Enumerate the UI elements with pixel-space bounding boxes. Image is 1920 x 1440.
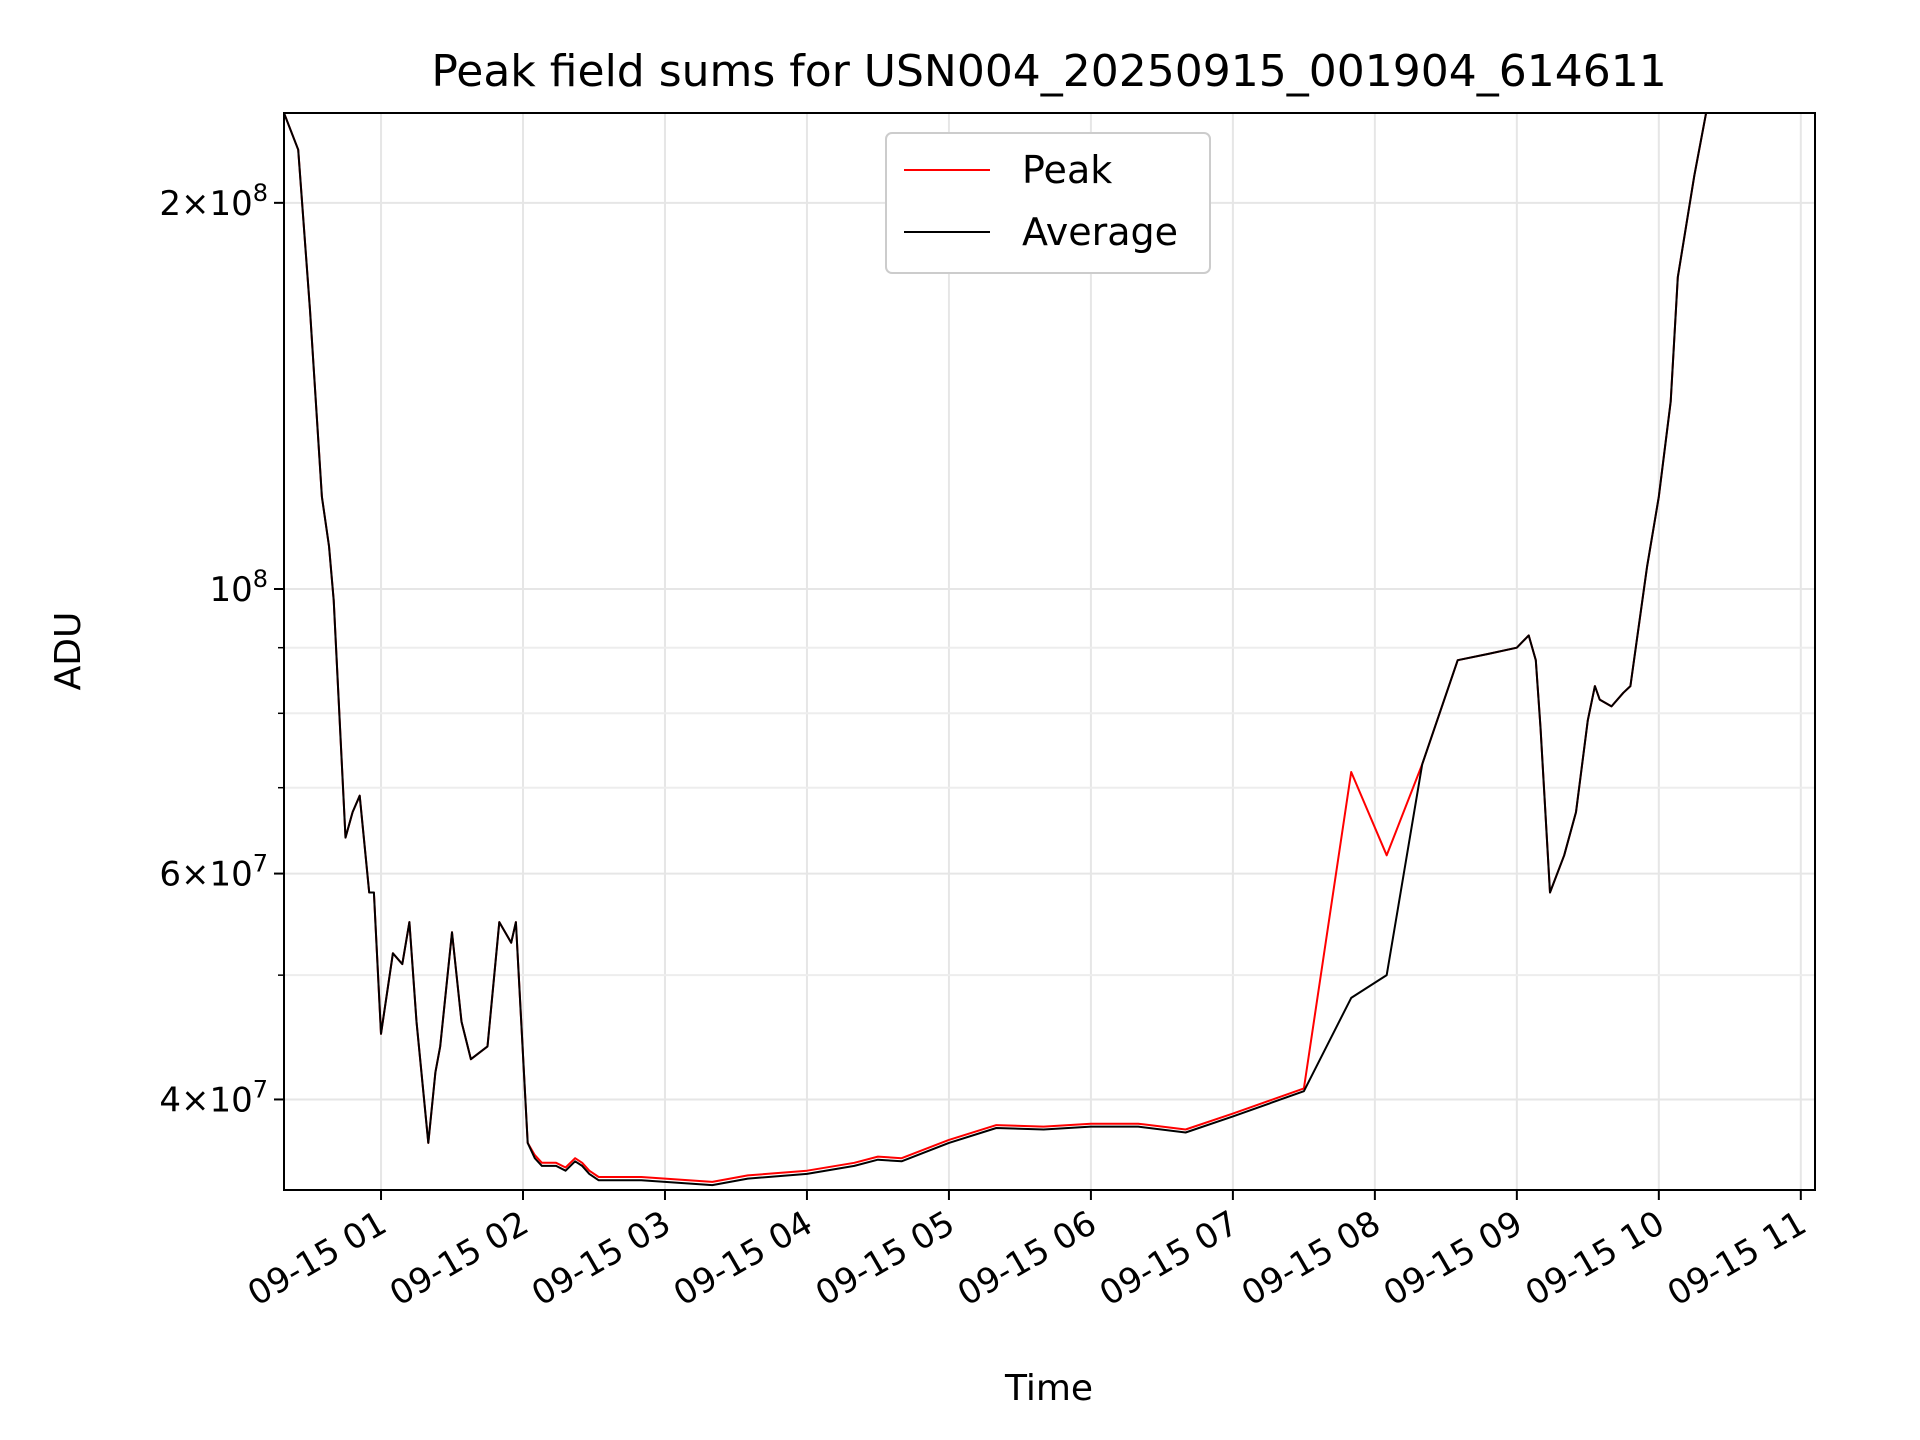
- y-tick-label: 6×107: [159, 850, 268, 895]
- y-tick-label: 108: [209, 565, 268, 610]
- series-line-average: [284, 113, 1815, 1187]
- legend-average-label: Average: [1022, 210, 1178, 254]
- y-axis: 4×107 6×107 108 2×108: [159, 179, 284, 1120]
- y-tick-label: 2×108: [159, 179, 268, 224]
- plot-frame: [283, 112, 1816, 1191]
- legend-box: [885, 132, 1211, 274]
- x-axis-label: Time: [1004, 1368, 1093, 1409]
- y-axis-label: ADU: [48, 612, 89, 691]
- y-tick-label: 4×107: [159, 1075, 268, 1120]
- chart-title: Peak field sums for USN004_20250915_0019…: [431, 46, 1666, 97]
- series-layer: [284, 113, 1815, 1187]
- legend-peak-label: Peak: [1022, 148, 1112, 192]
- legend: Peak Average: [885, 132, 1211, 274]
